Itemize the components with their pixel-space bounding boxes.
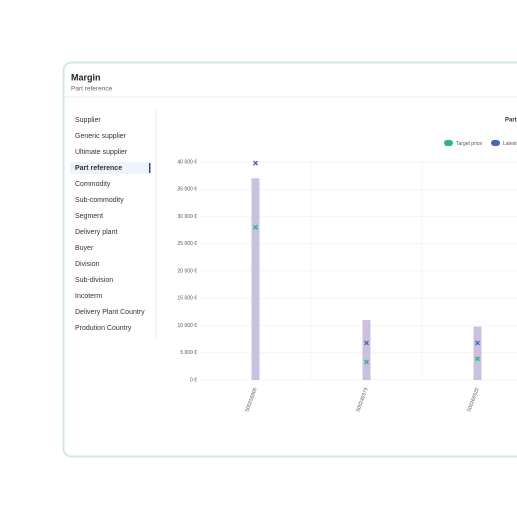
- y-tick-label: 30 000 €: [178, 214, 198, 220]
- card: [62, 61, 517, 458]
- y-tick-label: 0 €: [190, 377, 197, 383]
- marker: [475, 340, 480, 346]
- marker: [253, 160, 258, 166]
- menu-item[interactable]: Incoterm: [75, 293, 102, 300]
- card-title: Margin: [71, 72, 101, 82]
- marker: [364, 359, 369, 365]
- menu-item[interactable]: Commodity: [75, 181, 111, 188]
- y-tick-label: 20 000 €: [178, 268, 198, 274]
- menu-item[interactable]: Sub-commodity: [75, 197, 124, 204]
- menu-item[interactable]: Segment: [75, 213, 103, 220]
- y-tick-label: 15 000 €: [178, 296, 198, 302]
- marker: [364, 340, 369, 346]
- menu-item[interactable]: Delivery Plant Country: [75, 309, 145, 316]
- legend-label: Target price: [456, 141, 482, 147]
- y-tick-label: 5 000 €: [180, 350, 197, 356]
- legend-swatch: [491, 140, 500, 146]
- card-subtitle: Part reference: [71, 86, 113, 93]
- menu-item[interactable]: Division: [75, 261, 100, 268]
- menu-highlight: [70, 162, 150, 174]
- menu-indicator: [149, 163, 151, 173]
- chart-title: Part: [505, 118, 517, 124]
- bar: [362, 320, 371, 380]
- marker: [475, 356, 480, 362]
- menu-item[interactable]: Prodution Country: [75, 325, 132, 332]
- menu-item[interactable]: Delivery plant: [75, 229, 117, 236]
- y-tick-label: 40 000 €: [178, 159, 198, 165]
- y-tick-label: 25 000 €: [178, 241, 198, 247]
- legend-label: Latest: [503, 141, 517, 147]
- menu-item[interactable]: Generic supplier: [75, 133, 127, 140]
- bar: [251, 178, 260, 380]
- menu-item[interactable]: Supplier: [75, 117, 101, 124]
- y-tick-label: 35 000 €: [178, 187, 198, 193]
- menu-item[interactable]: Ultimate supplier: [75, 149, 128, 156]
- menu-item[interactable]: Sub-division: [75, 277, 113, 284]
- legend-swatch: [444, 140, 453, 146]
- y-tick-label: 10 000 €: [178, 323, 198, 329]
- marker: [253, 224, 258, 230]
- bar: [473, 326, 482, 380]
- menu-item[interactable]: Part reference: [75, 165, 122, 172]
- menu-item[interactable]: Buyer: [75, 245, 94, 252]
